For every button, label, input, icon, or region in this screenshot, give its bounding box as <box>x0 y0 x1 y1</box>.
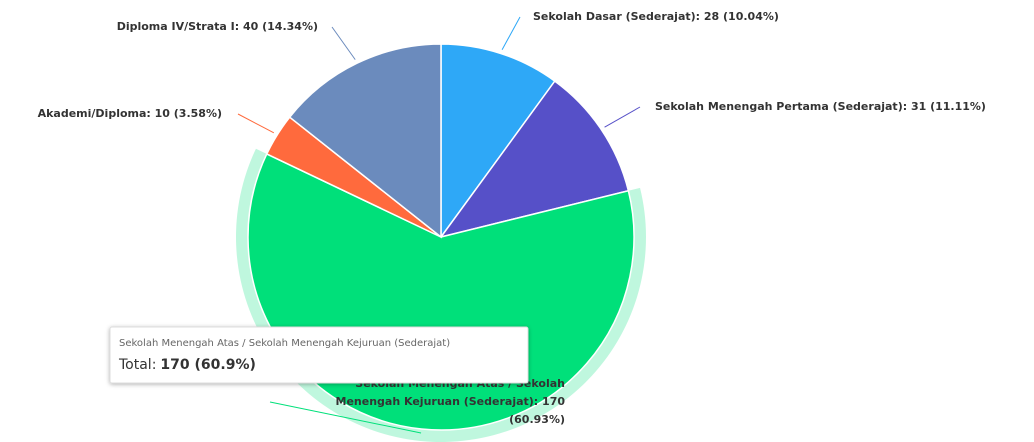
data-label: Diploma IV/Strata I: 40 (14.34%) <box>117 20 318 33</box>
label-line: (60.93%) <box>509 413 565 426</box>
tooltip-total: Total: 170 (60.9%) <box>118 357 256 373</box>
leader-line <box>604 106 641 128</box>
pie-slice <box>440 43 556 240</box>
leader-line <box>501 16 521 50</box>
leader-line <box>269 401 422 434</box>
label-line: Menengah Kejuruan (Sederajat): 170 <box>336 395 566 408</box>
leader-line <box>237 113 275 134</box>
tooltip-value: 170 (60.9%) <box>160 357 255 373</box>
data-label: Sekolah Dasar (Sederajat): 28 (10.04%) <box>533 10 779 23</box>
tooltip-box <box>109 326 529 384</box>
pie-slice <box>288 43 442 239</box>
pie-slice <box>439 80 630 239</box>
tooltip-label: Total: <box>118 357 156 373</box>
tooltip-title: Sekolah Menengah Atas / Sekolah Menengah… <box>119 338 450 349</box>
data-label: Sekolah Menengah Pertama (Sederajat): 31… <box>655 100 986 113</box>
leader-line <box>331 26 356 60</box>
data-label: Akademi/Diploma: 10 (3.58%) <box>38 107 222 120</box>
